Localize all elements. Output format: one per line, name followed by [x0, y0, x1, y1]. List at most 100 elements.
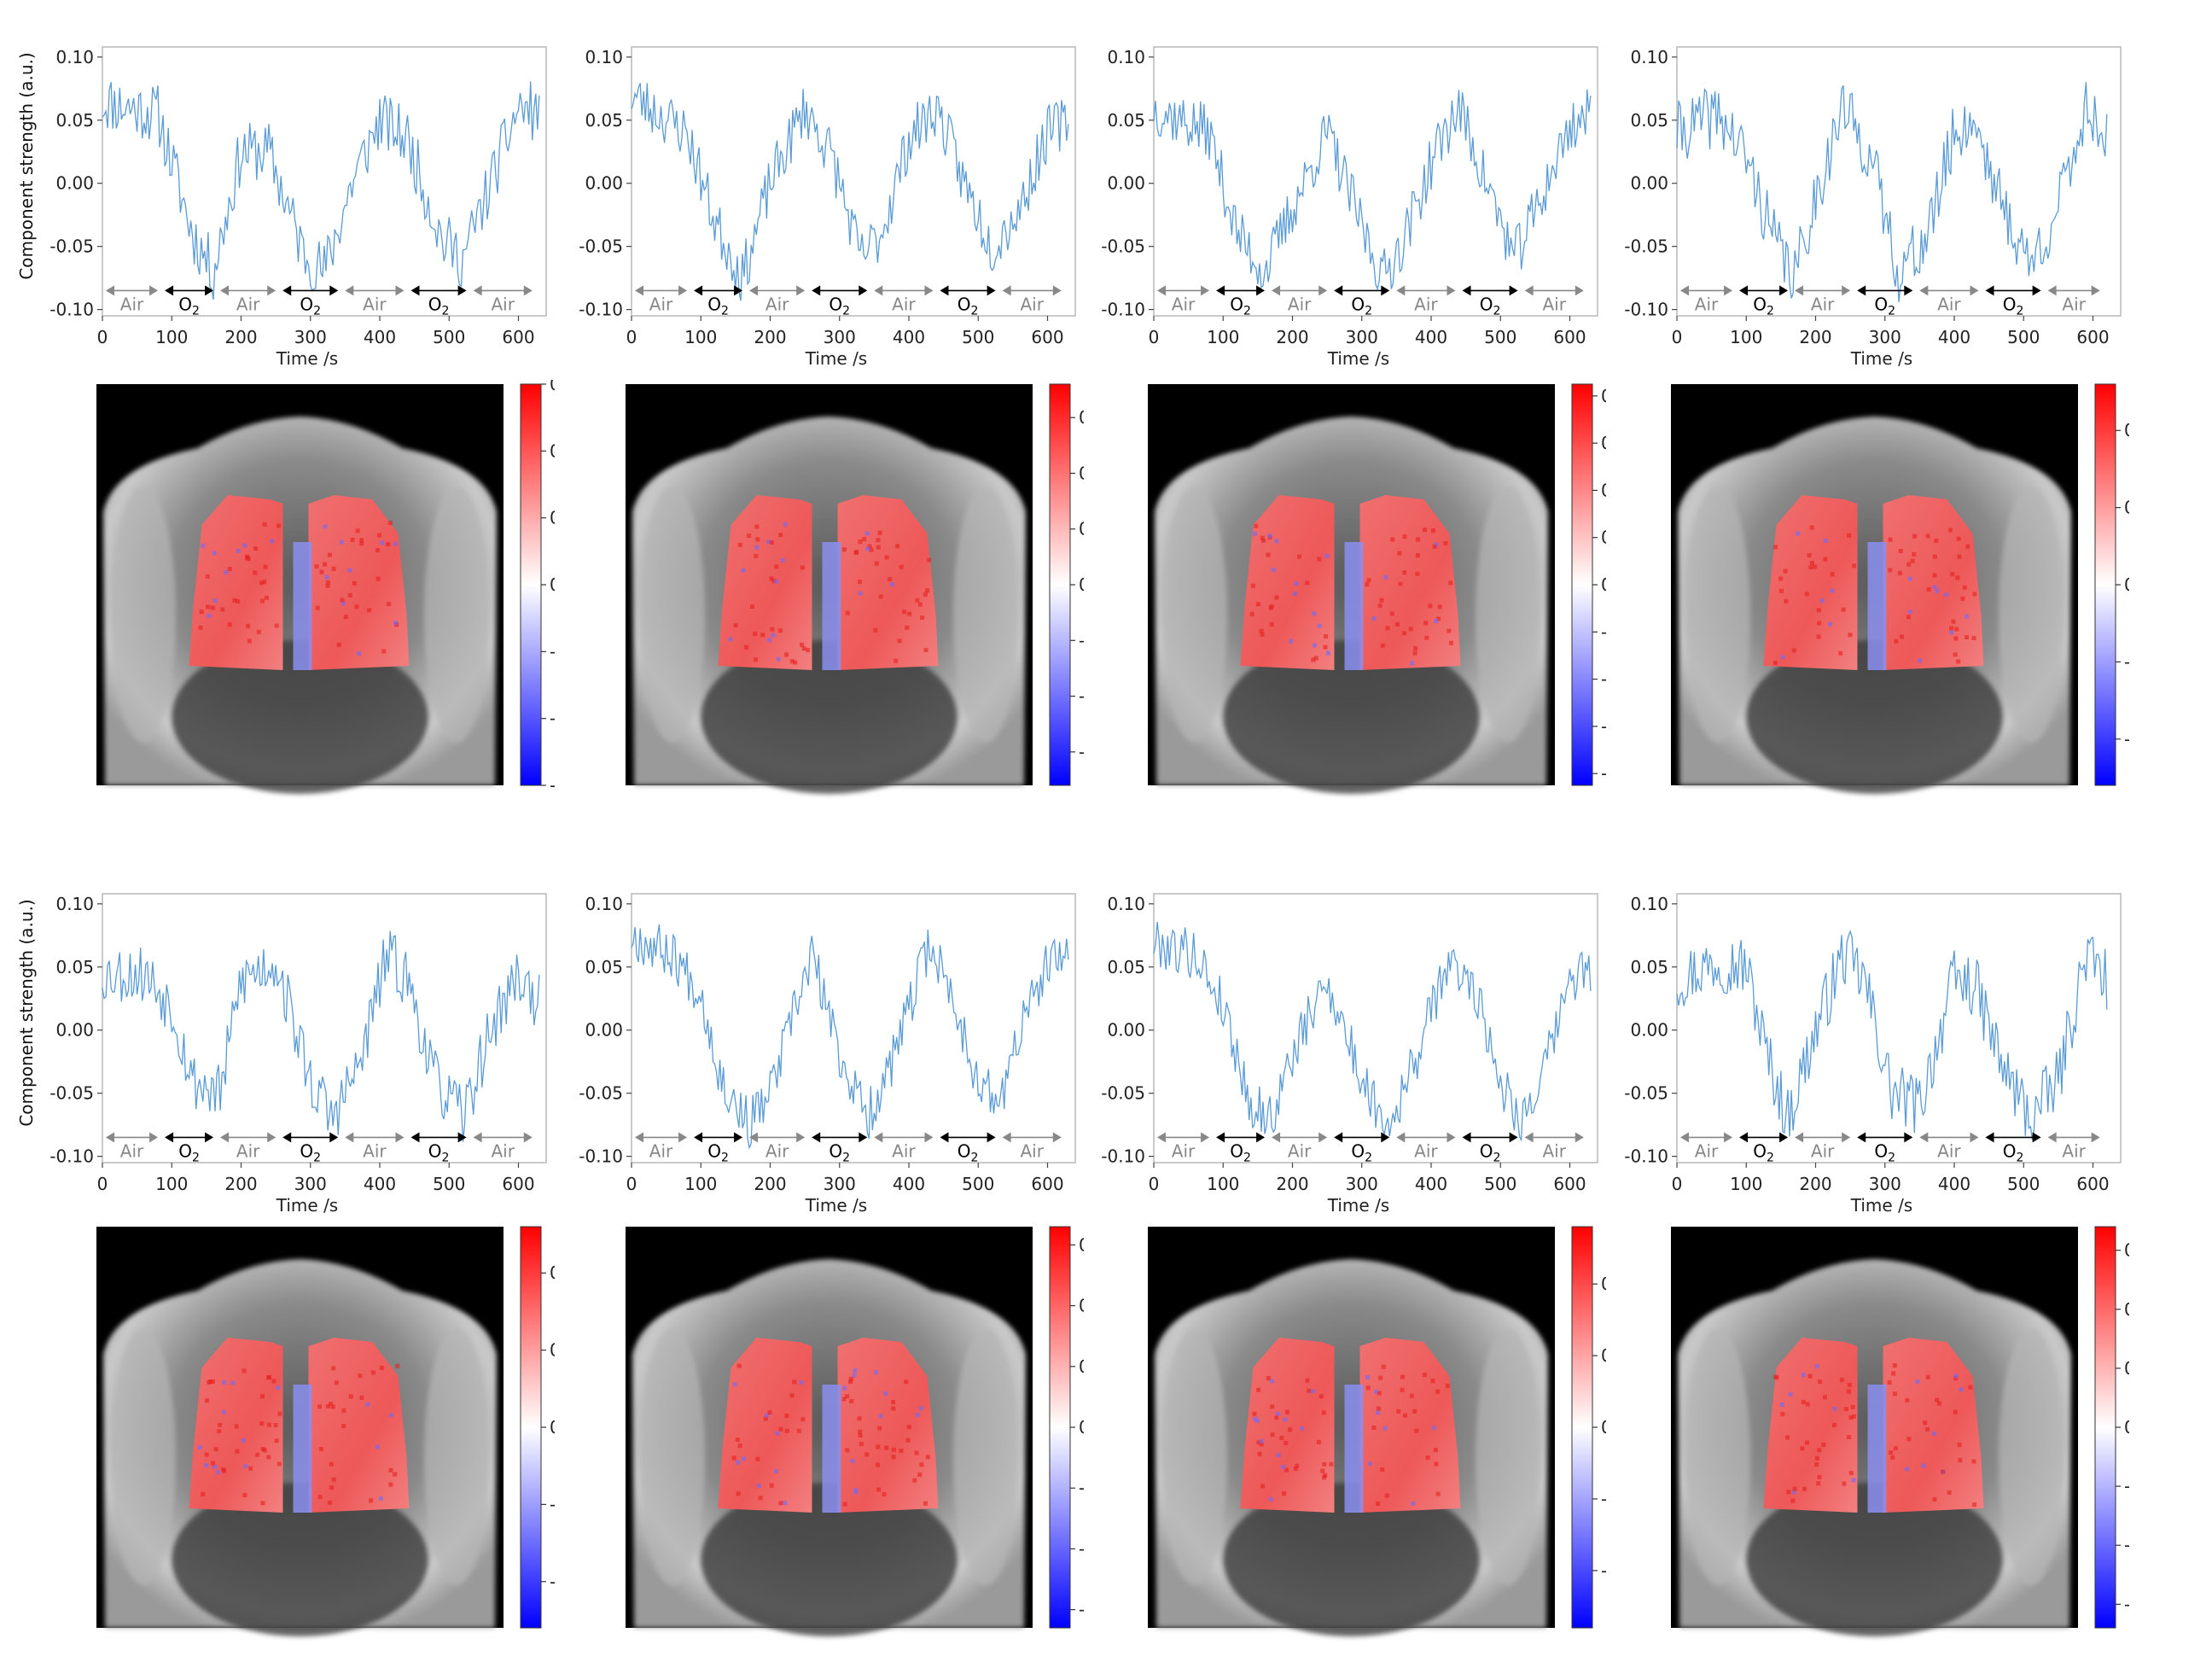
voxel [343, 615, 348, 620]
arrow-head-right [1201, 285, 1210, 296]
y-tick-label: 0.05 [1107, 957, 1145, 977]
voxel [376, 533, 381, 538]
x-axis-label: Time /s [276, 1195, 338, 1216]
voxel [395, 1363, 400, 1368]
voxel [1280, 1464, 1285, 1469]
voxel [1960, 596, 1965, 601]
voxel [1830, 572, 1835, 577]
voxel [906, 1425, 911, 1430]
voxel [369, 1498, 374, 1503]
colorbar-tick-label: 0.10 [550, 440, 555, 461]
component-trace [631, 83, 1069, 301]
voxel [877, 530, 882, 535]
arm-right [1476, 487, 1540, 743]
voxel [1921, 1463, 1926, 1468]
voxel [259, 1394, 265, 1399]
protocol-label: O2 [1753, 1140, 1774, 1164]
voxel [920, 615, 925, 620]
x-tick-label: 0 [626, 1174, 637, 1194]
voxel [1274, 595, 1279, 600]
colorbar-tick-label: 0.05 [2124, 498, 2129, 518]
y-tick-label: 0.10 [55, 47, 94, 67]
voxel [1949, 626, 1954, 631]
voxel [778, 533, 783, 538]
voxel [1817, 621, 1822, 626]
arrow-head-left [1462, 1132, 1471, 1143]
negative-region [1867, 542, 1887, 670]
voxel [232, 598, 237, 603]
arrow-head-left [2047, 285, 2057, 296]
voxel [1892, 1363, 1897, 1368]
voxel [1894, 639, 1899, 644]
voxel [769, 576, 774, 581]
voxel [864, 1452, 870, 1457]
x-axis-label: Time /s [805, 348, 867, 369]
voxel [792, 1379, 797, 1385]
arrow-head-right [2032, 1132, 2041, 1143]
component-trace [1676, 82, 2108, 302]
voxel [1953, 636, 1959, 641]
protocol-label: Air [649, 294, 673, 314]
x-tick-label: 100 [1207, 327, 1239, 347]
voxel [1816, 634, 1821, 639]
voxel [1936, 1401, 1941, 1406]
voxel [1839, 1378, 1844, 1383]
x-tick-label: 200 [754, 1174, 786, 1194]
arm-left [1162, 487, 1227, 743]
voxel [242, 1492, 247, 1497]
colorbar-tick-label: -0.04 [1601, 669, 1606, 690]
protocol-label: Air [120, 294, 144, 314]
voxel [1413, 645, 1418, 650]
voxel [1851, 1478, 1856, 1483]
lung-right [308, 1338, 410, 1513]
x-tick-label: 100 [155, 1174, 188, 1194]
protocol-label: O2 [300, 294, 321, 318]
arrow-head-left [1272, 285, 1281, 296]
voxel [743, 644, 748, 650]
voxel [380, 540, 385, 545]
colorbar-tick-label: 0.05 [1079, 519, 1084, 539]
y-tick-label: 0.05 [585, 110, 623, 131]
lung-left [189, 495, 283, 670]
lung-map-panel: 0.15 0.10 0.05 0.00 -0.05 -0.10 -0.15 [1671, 1226, 2129, 1636]
voxel [1906, 562, 1912, 567]
voxel [841, 1397, 847, 1402]
voxel [783, 522, 788, 527]
lung-right [1359, 1338, 1461, 1513]
arrow-head-right [1575, 1132, 1584, 1143]
voxel [247, 639, 252, 644]
voxel [878, 1414, 883, 1419]
voxel [1838, 650, 1843, 656]
y-tick-label: 0.10 [585, 47, 623, 67]
abdomen [701, 640, 958, 794]
voxel [1292, 591, 1297, 596]
arrow-head-left [165, 1132, 174, 1143]
voxel [845, 1394, 850, 1399]
arrow-head-right [1724, 285, 1733, 296]
voxel [1956, 659, 1961, 664]
abdomen [172, 1483, 428, 1636]
arrow-head-left [1680, 1132, 1689, 1143]
voxel [375, 576, 381, 581]
voxel [325, 583, 330, 588]
protocol-label: Air [120, 1140, 144, 1161]
voxel [796, 1428, 801, 1433]
voxel [925, 1455, 930, 1460]
voxel [341, 601, 346, 606]
voxel [253, 570, 258, 575]
voxel [858, 580, 863, 585]
plot-frame [631, 46, 1076, 317]
protocol-label: O2 [958, 294, 979, 318]
arrow-head-left [1157, 1132, 1166, 1143]
voxel [215, 1470, 220, 1475]
voxel [1832, 1406, 1837, 1411]
colorbar-tick-label: 0.00 [550, 574, 555, 595]
voxel [763, 1416, 768, 1421]
voxel [264, 595, 269, 600]
x-tick-label: 400 [893, 1174, 925, 1194]
voxel [771, 579, 777, 584]
voxel [1371, 616, 1377, 621]
voxel [1831, 1422, 1837, 1427]
voxel [210, 605, 215, 610]
